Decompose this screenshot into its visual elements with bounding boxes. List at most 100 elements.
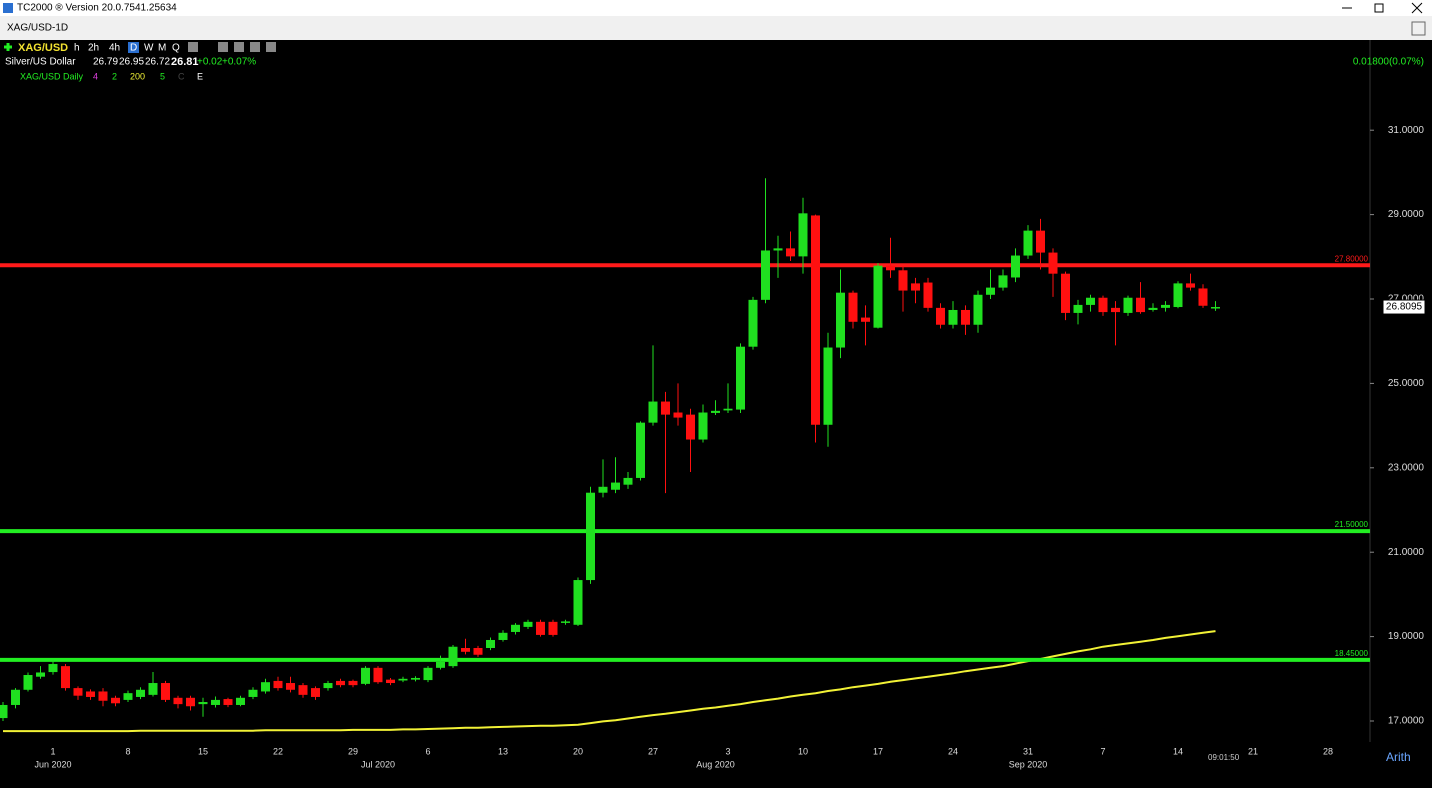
candle-body [748,299,758,347]
indicator-param[interactable]: 4 [93,71,98,81]
indicator-param[interactable]: 200 [130,71,145,81]
timeframe[interactable]: 4h [109,43,120,54]
candle-body [936,307,945,325]
candle-body [1023,230,1033,256]
timeframe[interactable]: D [130,43,137,54]
candle-body [798,213,808,257]
quote-change-pct: +0.07% [222,57,256,68]
candle-body [586,492,595,581]
timeframe[interactable]: h [74,43,80,54]
candle-body [211,699,220,705]
candle-body [998,275,1008,288]
title-bar [0,0,1432,16]
tab-title[interactable]: XAG/USD-1D [7,23,68,34]
tool-icon[interactable] [218,42,228,52]
y-tick-label: 25.0000 [1388,378,1425,389]
add-icon[interactable] [4,43,12,51]
candle-body [923,282,933,308]
x-tick-label: 22 [273,746,283,756]
candle-body [111,697,120,704]
level-label: 18.45000 [1335,649,1369,658]
indicator-name[interactable]: XAG/USD Daily [20,71,84,81]
candle-body [548,621,558,635]
candle-body [1098,297,1108,313]
symbol[interactable]: XAG/USD [18,42,68,54]
candle-body [336,680,345,686]
x-tick-label: 6 [425,746,430,756]
candle-body [1148,307,1158,310]
candle-body [98,691,108,701]
x-tick-label: 7 [1100,746,1105,756]
timeframe[interactable]: M [158,43,166,54]
candle-body [123,693,133,700]
candle-body [173,697,183,705]
candle-body [1211,307,1220,309]
candle-body [873,265,883,328]
x-tick-label: 15 [198,746,208,756]
tool-icon[interactable] [188,42,198,52]
candle-body [36,672,45,677]
candle-body [598,486,608,493]
indicator-param[interactable]: E [197,71,203,81]
timeframe[interactable]: 2h [88,43,99,54]
candle-body [861,317,870,322]
candle-body [961,309,970,325]
timeframe[interactable]: Q [172,43,180,54]
indicator-param[interactable]: 5 [160,71,165,81]
level-label: 21.50000 [1335,520,1369,529]
candle-body [736,346,745,410]
candle-body [0,704,8,719]
y-tick-label: 19.0000 [1388,631,1425,642]
quote-last: 26.81 [171,56,199,68]
candle-body [61,666,70,689]
x-tick-label: 14 [1173,746,1183,756]
x-tick-label: 3 [725,746,730,756]
candle-body [811,215,820,425]
moving-average [3,630,1216,733]
candle-body [623,477,633,485]
candle-body [136,689,145,697]
candle-body [236,697,245,705]
candle-body [698,412,708,440]
candle-body [636,422,645,478]
timeframe[interactable]: W [144,43,154,54]
candle-body [448,646,458,667]
timeframes: h 2h 4h D W M Q [74,42,180,54]
candle-body [1073,304,1083,313]
close-button[interactable] [1411,2,1423,14]
candle-body [1061,273,1070,313]
scale-mode[interactable]: Arith [1386,750,1411,764]
candle-body [523,621,533,627]
x-tick-label: 1 [50,746,55,756]
candle-body [773,248,783,251]
tool-icon[interactable] [234,42,244,52]
candle-body [373,667,383,683]
tool-icon[interactable] [250,42,260,52]
candle-body [73,688,83,696]
candle-body [186,697,195,707]
x-tick-label: 24 [948,746,958,756]
right-change: 0.01800(0.07%) [1353,57,1424,68]
candle-body [1136,297,1145,313]
candle-body [498,632,508,640]
candle-body [1186,283,1195,288]
indicator-param[interactable]: 2 [112,71,117,81]
restore-button[interactable] [1374,3,1384,13]
candle-body [511,624,520,632]
tab-expand[interactable] [1411,21,1426,36]
candle-body [286,683,295,690]
candle-body [711,410,720,413]
indicator-param[interactable]: C [178,71,185,81]
candle-body [1123,297,1133,313]
candle-body [1198,288,1208,306]
candle-body [298,685,308,695]
last-price-box [1382,299,1426,315]
candle-body [673,412,683,418]
quote-high: 26.95 [119,57,144,68]
candle-body [786,248,795,257]
tool-icon[interactable] [266,42,276,52]
time-label: 09:01:50 [1208,753,1240,762]
x-tick-label: 29 [348,746,358,756]
candle-body [648,401,658,423]
period-label: Jun 2020 [34,759,71,769]
